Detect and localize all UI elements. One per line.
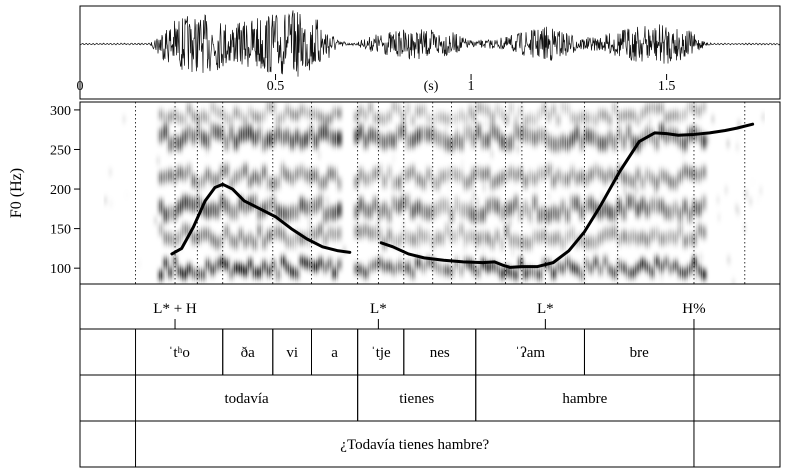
tone-label: L*: [537, 301, 554, 317]
syllable-label: ˈtʰo: [168, 345, 189, 361]
word-label: hambre: [562, 391, 607, 407]
syllable-label: ˈʔam: [515, 345, 545, 361]
syllable-label: ˈtje: [371, 345, 391, 361]
syllable-label: ða: [241, 345, 256, 361]
word-label: todavía: [225, 391, 269, 407]
tone-label: L* + H: [153, 301, 197, 317]
annotation-tiers: L* + H L* L* H% ˈtʰo ða vi a ˈtje nes ˈʔam bre tod…: [79, 283, 781, 468]
y-tick-label: 100: [50, 262, 71, 277]
tone-label: L*: [370, 301, 387, 317]
y-tick-label: 250: [50, 143, 71, 158]
f0-contour: [170, 122, 755, 269]
y-axis-label: F0 (Hz): [8, 168, 25, 218]
syllable-label: bre: [630, 345, 649, 361]
sentence-tier: ¿Todavía tienes hambre?: [135, 421, 695, 467]
time-tick-label: 0: [77, 79, 84, 94]
sentence-label: ¿Todavía tienes hambre?: [340, 437, 489, 453]
y-tick-label: 200: [50, 183, 71, 198]
time-axis: 0 0.5 1 1.5: [77, 74, 676, 94]
word-label: tienes: [399, 391, 434, 407]
tone-tier: L* + H L* L* H%: [153, 301, 706, 329]
waveform-panel: 0 0.5 1 1.5 (s): [77, 5, 781, 100]
y-axis: 100 150 200 250 300: [50, 104, 80, 277]
y-tick-label: 300: [50, 104, 71, 119]
time-unit-label: (s): [424, 79, 439, 94]
y-tick-label: 150: [50, 223, 71, 238]
syllable-tier: ˈtʰo ða vi a ˈtje nes ˈʔam bre: [135, 329, 695, 375]
waveform-frame: [79, 5, 781, 100]
syllable-label: vi: [286, 345, 298, 361]
tone-label: H%: [682, 301, 705, 317]
f0-panel: 100 150 200 250 300 F0 (Hz): [8, 101, 781, 285]
time-tick-label: 1.5: [658, 79, 676, 94]
time-tick-label: 0.5: [267, 79, 285, 94]
spectrogram: [103, 102, 765, 284]
waveform-trace: [79, 10, 781, 77]
time-tick-label: 1: [468, 79, 475, 94]
syllable-label: a: [331, 345, 338, 361]
word-tier: todavía tienes hambre: [135, 375, 695, 421]
syllable-label: nes: [430, 345, 450, 361]
